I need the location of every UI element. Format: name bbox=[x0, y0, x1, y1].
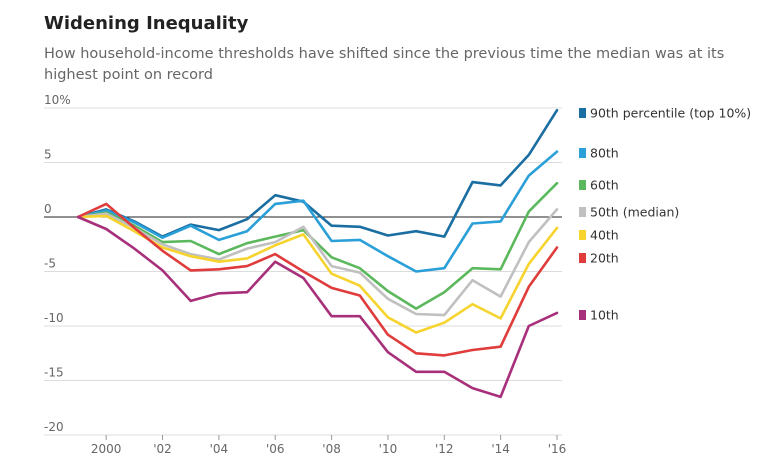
chart-subtitle: How household-income thresholds have shi… bbox=[44, 46, 725, 83]
legend-swatch bbox=[579, 108, 586, 118]
y-tick-label: -20 bbox=[44, 420, 64, 434]
series-line bbox=[76, 181, 559, 310]
legend-label: 10th bbox=[590, 308, 619, 323]
series-line bbox=[76, 202, 559, 357]
legend-swatch bbox=[579, 180, 586, 190]
x-tick-label: '14 bbox=[491, 442, 510, 456]
y-tick-label: 0 bbox=[44, 202, 52, 216]
legend-swatch bbox=[579, 148, 586, 158]
legend-swatch bbox=[579, 310, 586, 320]
legend-label: 40th bbox=[590, 228, 619, 243]
x-tick-label: '02 bbox=[153, 442, 172, 456]
series-line bbox=[76, 150, 559, 273]
x-tick-label: '06 bbox=[266, 442, 285, 456]
chart-title: Widening Inequality bbox=[44, 13, 249, 34]
legend-label: 90th percentile (top 10%) bbox=[590, 106, 751, 121]
legend-swatch bbox=[579, 230, 586, 240]
legend: 90th percentile (top 10%) 80th 60th 50th (m… bbox=[579, 106, 751, 323]
x-tick-label: '12 bbox=[435, 442, 454, 456]
x-tick-label: 2000 bbox=[91, 442, 122, 456]
series-lines bbox=[76, 108, 559, 399]
y-tick-label: -10 bbox=[44, 311, 64, 325]
x-axis: 2000 '02 '04 '06 '08 '10 '12 '14 '16 bbox=[91, 435, 566, 456]
x-tick-label: '16 bbox=[548, 442, 567, 456]
series-line bbox=[76, 108, 559, 238]
x-tick-label: '04 bbox=[210, 442, 229, 456]
y-tick-label: 10% bbox=[44, 93, 71, 107]
series-line bbox=[76, 208, 559, 317]
legend-label: 80th bbox=[590, 146, 619, 161]
legend-label: 20th bbox=[590, 251, 619, 266]
y-tick-label: 5 bbox=[44, 148, 52, 162]
series-line bbox=[76, 215, 559, 399]
x-tick-label: '10 bbox=[379, 442, 398, 456]
y-tick-label: -15 bbox=[44, 366, 64, 380]
series-line bbox=[76, 214, 559, 334]
legend-swatch bbox=[579, 207, 586, 217]
x-tick-label: '08 bbox=[322, 442, 341, 456]
legend-swatch bbox=[579, 253, 586, 263]
legend-label: 60th bbox=[590, 178, 619, 193]
y-tick-label: -5 bbox=[44, 257, 56, 271]
legend-label: 50th (median) bbox=[590, 205, 679, 220]
y-axis: 10% 5 0 -5 -10 -15 -20 bbox=[44, 93, 71, 434]
